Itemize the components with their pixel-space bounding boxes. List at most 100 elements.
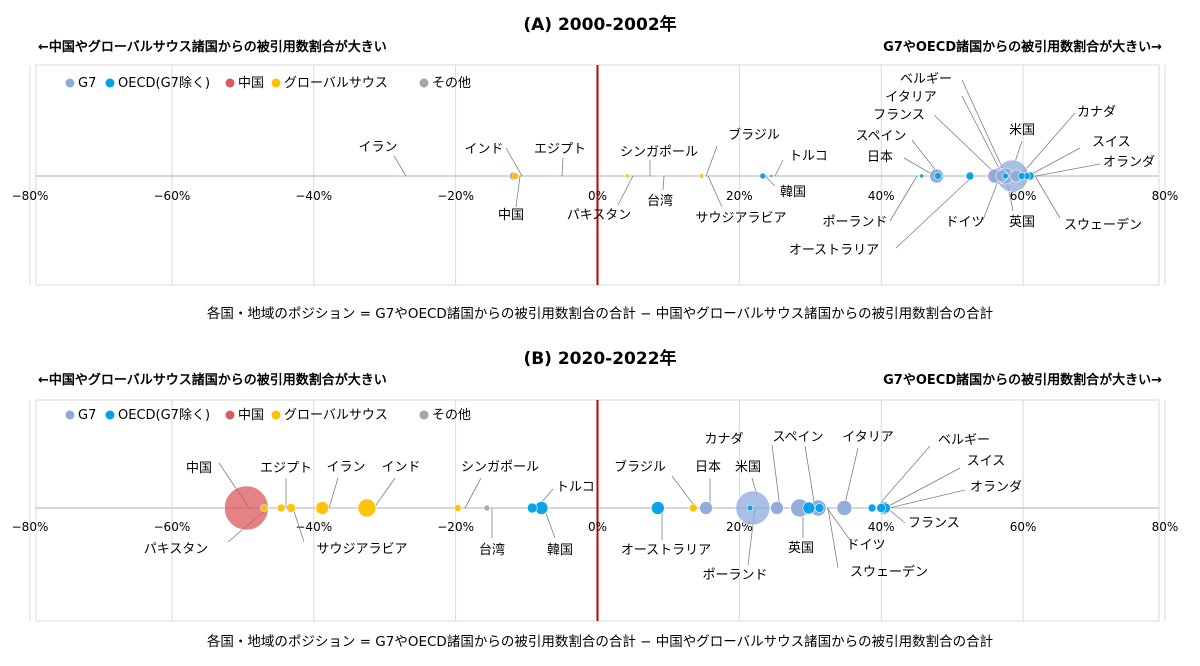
legend-swatch: [419, 78, 429, 88]
leader-line: [617, 175, 634, 206]
point-label: オーストラリア: [621, 543, 711, 558]
point-スイス: [1017, 172, 1026, 180]
legend-swatch: [105, 78, 115, 88]
leader-line: [961, 79, 1007, 177]
x-tick-label: 40%: [868, 189, 895, 203]
point-label: ベルギー: [900, 72, 952, 87]
point-label: 韓国: [547, 543, 573, 558]
point-label: カナダ: [1077, 105, 1116, 120]
x-tick-label: 40%: [868, 520, 895, 534]
leader-line: [705, 145, 718, 177]
leader-line: [884, 467, 961, 509]
leader-line: [515, 175, 521, 208]
legend-label: 中国: [238, 76, 264, 91]
point-label: イラン: [326, 460, 365, 475]
leader-line: [1034, 175, 1061, 219]
legend-label: G7: [78, 76, 96, 91]
point-label: 英国: [788, 541, 814, 556]
point-スイス: [876, 503, 887, 513]
right-caption: G7やOECD諸国からの被引用数割合が大きい→: [883, 39, 1162, 55]
panel-b: −80% −60% −40% −20% 0% 20% 40% 60% 80%(B) 2020-2…: [12, 348, 1179, 650]
point-label: インド: [381, 460, 420, 475]
leader-line: [328, 477, 339, 509]
x-tick-label: 20%: [726, 189, 753, 203]
legend-swatch: [105, 410, 115, 420]
point-label: ブラジル: [728, 127, 780, 143]
x-axis-label: 各国・地域のポジション = G7やOECD諸国からの被引用数割合の合計 − 中国…: [207, 633, 993, 650]
point-label: 英国: [1009, 215, 1035, 230]
leader-line: [373, 477, 396, 509]
point-ベルギー: [867, 503, 877, 513]
point-ポーランド: [746, 504, 754, 512]
leader-line: [843, 447, 859, 509]
point-label: フランス: [873, 108, 925, 123]
point-label: ドイツ: [846, 538, 885, 553]
x-tick-label: −80%: [12, 520, 49, 534]
point-label: トルコ: [789, 149, 828, 164]
point-label: 台湾: [647, 193, 673, 209]
leader-line: [774, 159, 784, 177]
point-トルコ: [526, 502, 538, 514]
legend-swatch: [271, 78, 281, 88]
point-label: 米国: [1009, 123, 1035, 138]
left-caption: ←中国やグローバルサウス諸国からの被引用数割合が大きい: [38, 372, 387, 388]
point-label: スペイン: [772, 430, 823, 445]
point-中国: [224, 485, 269, 531]
leader-line: [505, 147, 523, 177]
leader-line: [1035, 163, 1101, 177]
point-label: パキスタン: [567, 208, 632, 223]
point-label: エジプト: [534, 142, 586, 157]
legend-label: その他: [432, 76, 471, 91]
point-ベルギー: [1002, 172, 1009, 180]
point-スペイン: [934, 172, 942, 180]
leader-line: [1014, 140, 1023, 163]
point-label: ブラジル: [614, 459, 666, 475]
point-label: シンガポール: [461, 460, 539, 475]
point-カナダ: [770, 501, 784, 515]
leader-line: [826, 507, 851, 541]
point-label: スイス: [1092, 135, 1131, 150]
left-caption: ←中国やグローバルサウス諸国からの被引用数割合が大きい: [38, 39, 387, 55]
point-サウジアラビア: [286, 503, 296, 513]
point-label: スイス: [967, 454, 1006, 469]
point-label: 日本: [695, 460, 721, 475]
point-label: オーストラリア: [789, 243, 879, 258]
legend-label: OECD(G7除く): [118, 408, 210, 423]
point-パキスタン: [260, 504, 268, 512]
legend: G7 OECD(G7除く) 中国 グローバルサウス その他: [65, 408, 471, 423]
leader-line: [895, 175, 974, 249]
legend-label: OECD(G7除く): [118, 76, 210, 91]
x-tick-label: 0%: [588, 189, 607, 203]
point-label: 韓国: [780, 185, 806, 200]
leader-line: [827, 507, 839, 569]
point-label: イタリア: [885, 90, 936, 105]
x-tick-label: −80%: [12, 189, 49, 203]
legend-swatch: [225, 78, 235, 88]
point-イラン: [394, 174, 397, 178]
legend-swatch: [419, 410, 429, 420]
point-label: スペイン: [855, 129, 906, 144]
leader-line: [1027, 147, 1081, 177]
x-tick-label: −20%: [437, 520, 474, 534]
point-サウジアラビア: [702, 174, 706, 178]
point-label: 中国: [186, 461, 212, 476]
x-tick-label: −40%: [295, 520, 332, 534]
point-label: スウェーデン: [850, 564, 928, 580]
point-label: 米国: [735, 460, 761, 475]
leader-line: [292, 507, 305, 543]
point-パキスタン: [624, 173, 630, 179]
legend-swatch: [271, 410, 281, 420]
point-label: オランダ: [1103, 155, 1155, 170]
leader-line: [771, 444, 781, 509]
point-イラン: [315, 501, 330, 515]
leader-line: [933, 114, 999, 177]
point-label: ポーランド: [702, 568, 767, 583]
point-スペイン: [802, 501, 816, 515]
point-韓国: [759, 172, 767, 180]
right-caption: G7やOECD諸国からの被引用数割合が大きい→: [883, 372, 1162, 388]
leader-line: [1019, 112, 1076, 177]
x-tick-label: −60%: [154, 520, 191, 534]
legend-label: G7: [78, 408, 96, 423]
panel-a: −80% −60% −40% −20% 0% 20% 40% 60% 80% (A) 2000-2…: [12, 14, 1179, 322]
